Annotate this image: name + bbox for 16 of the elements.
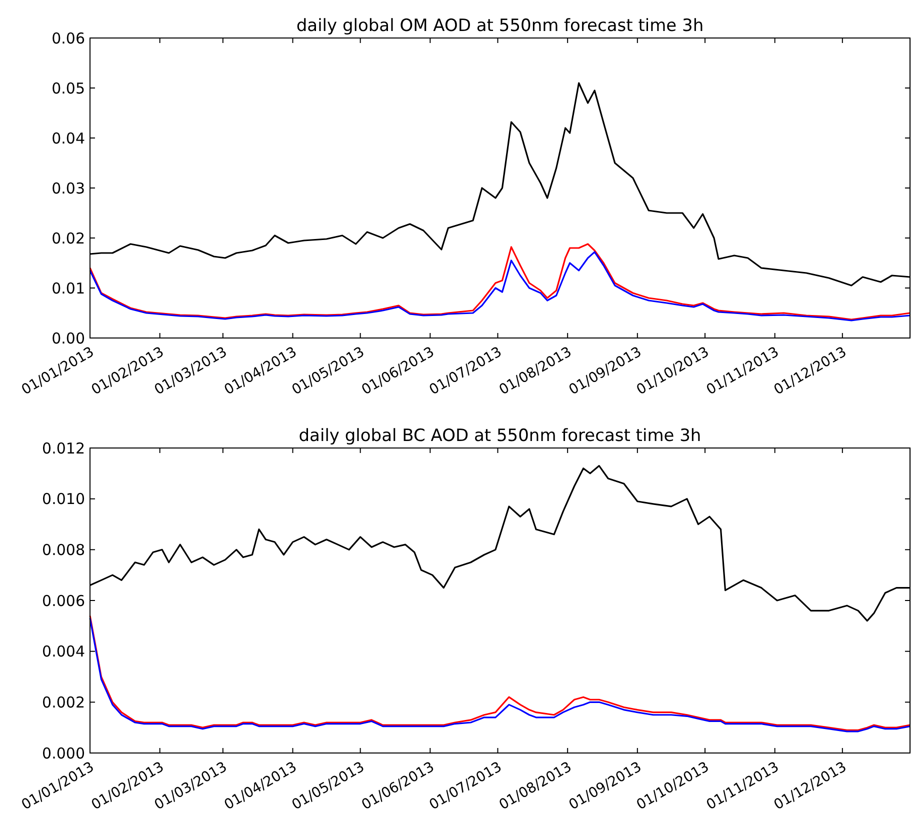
chart-title: daily global BC AOD at 550nm forecast time 3h (298, 426, 702, 446)
y-tick-label: 0.00 (52, 329, 85, 348)
y-tick-label: 0.02 (52, 229, 85, 248)
y-tick-label: 0.004 (42, 642, 85, 661)
y-tick-label: 0.000 (42, 744, 85, 762)
y-tick-label: 0.01 (52, 279, 85, 298)
y-tick-label: 0.010 (42, 490, 85, 508)
y-tick-label: 0.012 (42, 439, 85, 458)
y-tick-label: 0.006 (42, 592, 85, 610)
y-tick-label: 0.03 (52, 179, 85, 198)
y-tick-label: 0.008 (42, 540, 85, 559)
y-tick-label: 0.06 (52, 29, 85, 48)
y-tick-label: 0.05 (52, 79, 85, 98)
chart-title: daily global OM AOD at 550nm forecast time 3h (296, 16, 704, 36)
y-tick-label: 0.002 (42, 693, 85, 712)
y-tick-label: 0.04 (52, 129, 85, 148)
